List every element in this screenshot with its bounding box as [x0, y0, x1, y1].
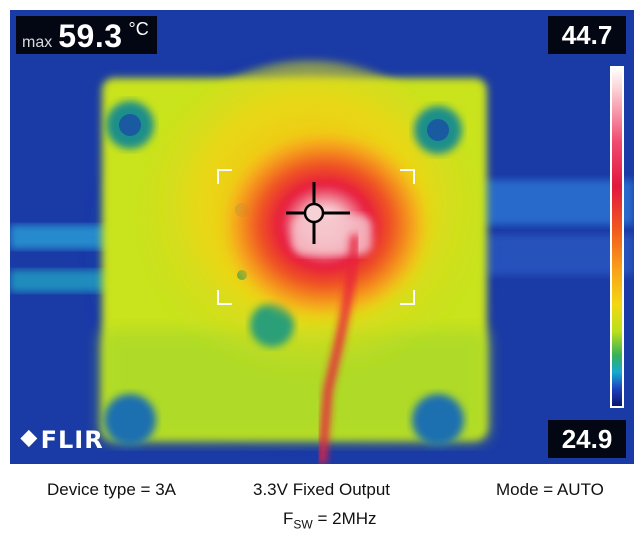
- max-value: 59.3: [58, 18, 123, 54]
- mount-hole-br: [412, 394, 464, 446]
- fsw-subscript: SW: [293, 517, 313, 532]
- max-label: max: [22, 34, 53, 51]
- caption-device-type: Device type = 3A: [47, 480, 176, 499]
- fsw-prefix: F: [283, 509, 294, 528]
- max-unit: °C: [128, 19, 149, 39]
- caption-mode: Mode = AUTO: [496, 480, 604, 499]
- caption-output: 3.3V Fixed Output: [253, 480, 391, 499]
- mount-hole-tl-center: [119, 114, 141, 136]
- flir-logo-text: FLIR: [40, 426, 104, 454]
- thermal-scene: [10, 10, 634, 464]
- flir-logo: ⯁ FLIR: [20, 426, 104, 454]
- scale-min-value: 24.9: [548, 420, 626, 458]
- thermal-image: max 59.3 °C 44.7 24.9 ⯁ FLIR: [10, 10, 634, 464]
- mount-hole-tr-center: [427, 119, 449, 141]
- hot-core: [292, 215, 372, 255]
- caption-fsw: FSW = 2MHz: [283, 509, 377, 531]
- left-cable-2: [10, 270, 110, 292]
- hot-trace: [318, 234, 359, 464]
- scale-max-value: 44.7: [548, 16, 626, 54]
- temperature-scale-bar: [610, 66, 624, 408]
- max-temperature-readout: max 59.3 °C: [16, 16, 157, 54]
- measurement-box: [217, 169, 415, 305]
- left-cable: [10, 225, 120, 249]
- crosshair-icon: [286, 182, 350, 244]
- flir-diamond-icon: ⯁: [20, 427, 39, 453]
- mount-hole-bl: [104, 394, 156, 446]
- fsw-value: = 2MHz: [312, 509, 377, 528]
